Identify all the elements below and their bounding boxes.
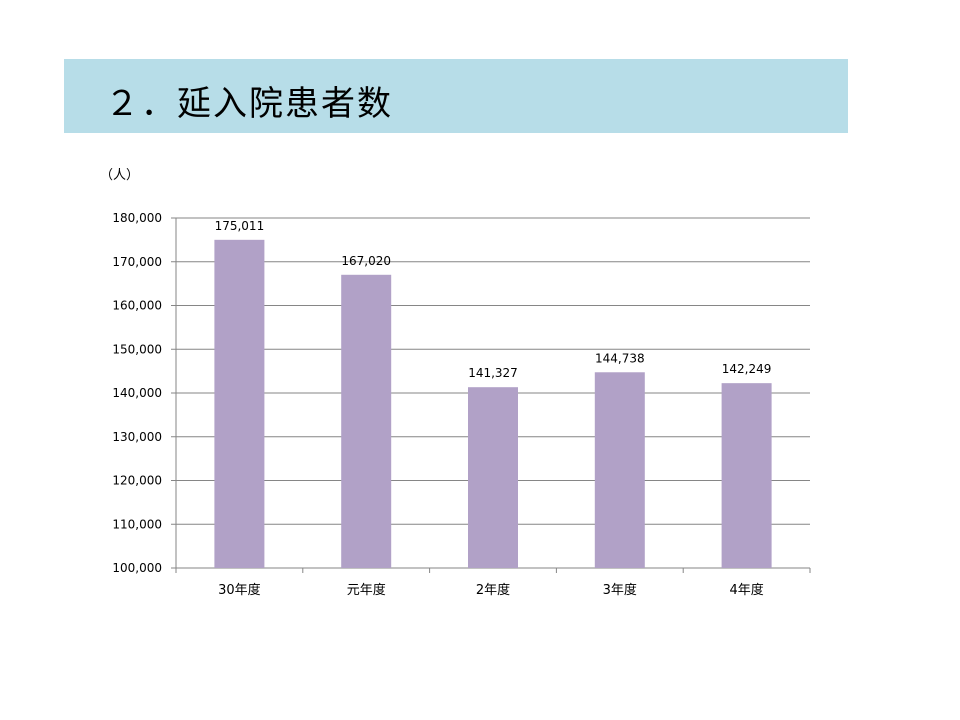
y-tick-labels: 100,000 110,000 120,000 130,000 140,000 150,0…: [112, 211, 162, 575]
bar: [341, 274, 392, 568]
bar: [721, 383, 772, 568]
slide-title: ２．延入院患者数: [105, 84, 393, 124]
title-banner: [64, 59, 848, 133]
y-unit-label: （人）: [100, 168, 139, 183]
x-tick-labels: 30年度 元年度 2年度 3年度 4年度: [218, 582, 764, 598]
y-tick-label: 100,000: [112, 561, 162, 575]
data-label: 167,020: [341, 254, 391, 268]
x-tick-label: 4年度: [729, 582, 763, 598]
data-label: 175,011: [215, 219, 265, 233]
bars: [214, 239, 772, 568]
data-label: 142,249: [722, 362, 772, 376]
data-label: 141,327: [468, 366, 518, 380]
data-labels: 175,011 167,020 141,327 144,738 142,249: [215, 219, 772, 380]
y-tick-label: 150,000: [112, 342, 162, 356]
y-tick-label: 140,000: [112, 386, 162, 400]
bar: [594, 372, 645, 568]
y-tick-label: 110,000: [112, 517, 162, 531]
bar: [214, 239, 265, 568]
y-tick-label: 170,000: [112, 255, 162, 269]
bar: [468, 387, 518, 568]
y-tick-label: 130,000: [112, 430, 162, 444]
y-tick-label: 160,000: [112, 299, 162, 313]
x-tick-label: 元年度: [347, 582, 386, 598]
x-tick-label: 2年度: [476, 582, 510, 598]
y-tick-label: 120,000: [112, 474, 162, 488]
y-tick-label: 180,000: [112, 211, 162, 225]
x-tick-label: 3年度: [603, 582, 637, 598]
data-label: 144,738: [595, 351, 645, 365]
x-tick-label: 30年度: [218, 582, 261, 598]
